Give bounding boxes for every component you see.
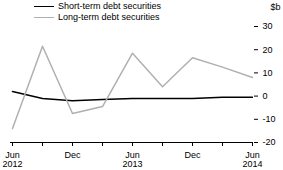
svg-text:30: 30 bbox=[263, 21, 273, 31]
svg-text:Dec: Dec bbox=[184, 150, 201, 160]
svg-text:20: 20 bbox=[263, 45, 273, 55]
html-text:Short-term debt securities: Short-term debt securities bbox=[58, 1, 161, 11]
svg-text:$b: $b bbox=[270, 2, 280, 12]
svg-text:0: 0 bbox=[263, 91, 268, 101]
svg-text:Jun2014: Jun2014 bbox=[242, 150, 262, 169]
svg-text:Dec: Dec bbox=[64, 150, 81, 160]
svg-text:Jun2013: Jun2013 bbox=[122, 150, 142, 169]
html-text:Long-term debt securities: Long-term debt securities bbox=[58, 12, 160, 22]
svg-text:-20: -20 bbox=[263, 137, 276, 147]
svg-text:-10: -10 bbox=[263, 114, 276, 124]
svg-text:10: 10 bbox=[263, 68, 273, 78]
svg-text:Jun2012: Jun2012 bbox=[2, 150, 22, 169]
